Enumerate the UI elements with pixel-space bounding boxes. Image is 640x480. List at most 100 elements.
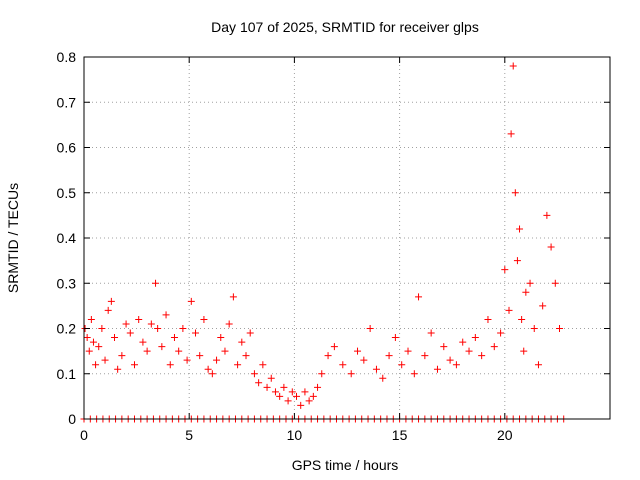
data-point [288,388,296,396]
data-point [505,306,513,314]
data-point [221,347,229,355]
y-tick-label: 0.1 [57,366,77,382]
data-point [192,329,200,337]
data-point [217,334,225,342]
data-point [271,388,279,396]
data-point [143,347,151,355]
axis-ticks: 0 0.1 0.2 0.3 0.4 0.5 0.6 0.7 0.8 0 5 10 15 20 [57,49,610,443]
data-point [259,361,267,369]
data-point [410,370,418,378]
y-tick-label: 0.2 [57,321,77,337]
y-tick-label: 0.6 [57,140,77,156]
y-tick-label: 0.4 [57,230,77,246]
data-point [234,361,242,369]
data-point [526,279,534,287]
data-point [83,334,91,342]
data-point [530,325,538,332]
data-point [522,288,530,296]
data-point [255,379,263,387]
data-point [114,365,122,373]
data-point [301,388,309,396]
data-point [267,374,275,382]
data-point [162,311,170,319]
y-tick-label: 0.8 [57,49,77,65]
x-axis-label: GPS time / hours [292,457,399,473]
data-point [539,302,547,310]
data-point [415,293,423,301]
data-point [366,325,374,332]
data-point [347,370,355,378]
data-point [379,374,387,382]
data-point [404,347,412,355]
data-point [293,392,301,400]
data-point [297,401,305,409]
x-tick-label: 10 [287,427,303,443]
data-point [92,361,100,369]
data-point [101,356,109,364]
x-tick-label: 0 [80,427,88,443]
data-point [242,352,250,360]
data-point [509,62,517,70]
data-point [547,243,555,251]
data-point [204,365,212,373]
data-point [518,315,526,323]
x-tick-label: 15 [392,427,408,443]
data-point [89,338,97,346]
data-point [354,347,362,355]
data-point [175,347,183,355]
data-point [229,293,237,301]
y-tick-label: 0.5 [57,185,77,201]
plot-frame [83,56,611,420]
data-point [427,329,435,337]
data-point [238,338,246,346]
data-point [158,343,166,351]
data-point [330,343,338,351]
data-point [318,370,326,378]
data-point [107,297,115,305]
y-tick-label: 0.7 [57,94,77,110]
data-point [111,334,119,342]
data-point [135,315,143,323]
data-point [126,329,134,337]
data-point [130,361,138,369]
data-point [446,356,454,364]
data-point [309,392,317,400]
data-point [183,356,191,364]
x-tick-label: 5 [185,427,193,443]
data-point [339,361,347,369]
data-point [152,279,160,287]
grid [84,57,610,419]
data-point [208,370,216,378]
data-point [433,365,441,373]
data-point [543,211,551,219]
data-point [534,361,542,369]
data-point [87,315,95,323]
data-point [398,361,406,369]
data-point [187,297,195,305]
data-point [118,352,126,360]
data-point [196,352,204,360]
x-tick-label: 20 [497,427,513,443]
data-point [520,347,528,355]
data-point [478,352,486,360]
data-point [513,257,521,265]
chart-title: Day 107 of 2025, SRMTID for receiver glp… [211,19,479,35]
data-point [170,334,178,342]
data-point [385,352,393,360]
data-point [200,315,208,323]
y-tick-label: 0.3 [57,275,77,291]
data-point [139,338,147,346]
data-point [507,130,515,138]
data-point [305,397,313,405]
data-point [314,383,322,391]
data-point [147,320,155,328]
y-tick-label: 0 [68,411,76,427]
data-point [516,225,524,233]
data-point [484,315,492,323]
data-point [122,320,130,328]
data-point [360,356,368,364]
data-point [280,383,288,391]
data-point [551,279,559,287]
data-point [104,306,112,314]
